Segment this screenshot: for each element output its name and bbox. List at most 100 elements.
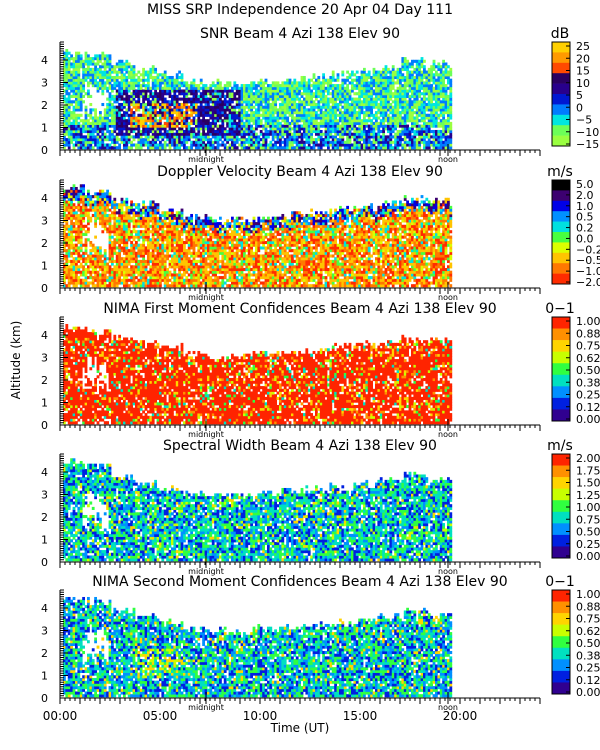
heat-cell [379,146,383,150]
heat-cell [415,75,419,80]
heat-cell [387,113,390,117]
heat-cell [339,108,342,112]
heat-cell [250,81,253,85]
heat-cell [396,97,400,101]
heat-cell [96,132,100,136]
heat-cell [101,222,105,226]
heat-cell [67,81,71,85]
heat-cell [432,94,436,98]
heat-cell [415,129,419,134]
heat-cell [423,100,426,104]
heat-cell [384,94,388,98]
heat-cell [106,116,109,120]
heat-cell [250,86,253,90]
heat-cell [139,121,143,125]
heat-cell [87,146,90,150]
heat-cell [245,132,249,136]
heat-cell [168,92,172,96]
heat-cell [288,132,292,136]
heat-cell [82,284,85,288]
heat-cell [298,132,301,136]
heat-cell [418,78,421,82]
heat-cell [192,94,196,98]
heat-cell [305,127,309,131]
heat-cell [211,84,215,88]
heat-cell [75,265,78,269]
heat-cell [77,219,81,223]
heat-cell [339,97,342,101]
heat-cell [207,119,210,123]
heat-cell [130,119,133,123]
heat-cell [247,92,251,96]
heat-cell [324,105,328,109]
heat-cell [147,132,150,136]
heat-cell [115,257,119,261]
heat-cell [77,146,81,150]
heat-cell [171,132,174,136]
heat-cell [341,143,345,147]
heat-cell [293,129,297,134]
heat-cell [420,105,424,109]
heat-cell [190,119,193,123]
heat-cell [70,278,73,282]
heat-cell [387,84,390,88]
heat-cell [151,94,155,98]
heat-cell [79,238,83,242]
heat-cell [120,108,124,112]
heat-cell [269,124,273,128]
heat-cell [118,208,121,212]
heat-cell [334,129,337,134]
heat-cell [185,92,189,96]
heat-cell [87,67,90,71]
heat-cell [202,140,205,144]
heat-cell [175,73,179,77]
heat-cell [406,140,409,144]
heat-cell [79,102,83,107]
heat-cell [389,111,393,115]
heat-cell [348,105,352,109]
heat-cell [72,143,76,147]
heat-cell [264,105,268,109]
heat-cell [111,89,114,93]
heat-cell [67,57,71,61]
heat-cell [63,200,66,204]
heat-cell [379,121,383,125]
heat-cell [94,273,97,277]
heat-cell [79,195,83,199]
heat-cell [401,100,405,104]
heat-cell [307,135,311,139]
heat-cell [259,84,263,88]
heat-cell [259,89,263,93]
heat-cell [101,219,105,223]
heat-cell [228,116,232,120]
heat-cell [228,121,232,125]
heat-cell [391,78,395,82]
heat-cell [363,75,366,80]
heat-cell [171,102,174,107]
heat-cell [103,135,107,139]
heat-cell [271,116,275,120]
heat-cell [89,265,93,269]
heat-cell [96,129,100,134]
heat-cell [286,86,289,90]
heat-cell [288,111,292,115]
heat-cell [247,84,251,88]
heat-cell [175,132,179,136]
heat-cell [401,97,405,101]
heat-cell [108,113,112,117]
heat-cell [163,86,167,90]
heat-cell [154,132,157,136]
heat-cell [418,75,421,80]
heat-cell [259,121,263,125]
heat-cell [118,281,121,285]
heat-cell [123,262,126,266]
heat-cell [439,108,443,112]
heat-cell [435,146,438,150]
heat-cell [355,86,359,90]
heat-cell [403,113,407,117]
heat-cell [108,232,112,236]
heat-cell [132,84,136,88]
heat-cell [353,129,357,134]
heat-cell [185,138,189,142]
heat-cell [185,108,189,112]
